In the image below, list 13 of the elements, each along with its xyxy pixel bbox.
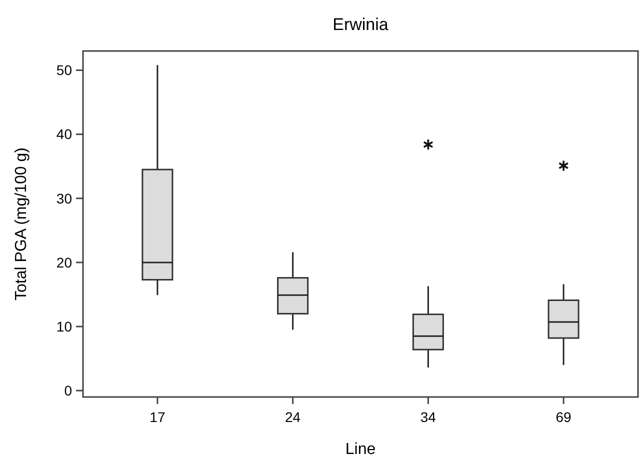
x-tick-label: 24 [285,409,301,425]
x-tick-label: 69 [556,409,572,425]
x-tick-label: 17 [150,409,166,425]
x-axis-title: Line [345,441,376,458]
chart-title: Erwinia [332,15,389,34]
y-tick-label: 50 [56,62,72,78]
y-tick-label: 0 [64,382,72,398]
y-tick-label: 20 [56,254,72,270]
x-tick-label: 34 [420,409,436,425]
y-tick-label: 40 [56,126,72,142]
y-tick-label: 10 [56,318,72,334]
y-axis-title: Total PGA (mg/100 g) [13,148,30,300]
y-tick-label: 30 [56,190,72,206]
